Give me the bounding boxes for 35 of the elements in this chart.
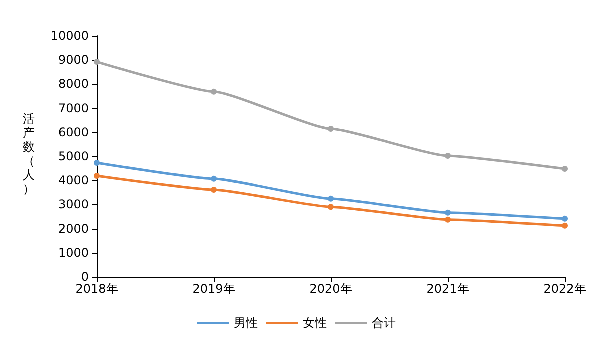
point	[445, 210, 451, 216]
y-tick-label: 9000	[58, 53, 89, 68]
point	[211, 176, 217, 182]
point	[328, 126, 334, 132]
x-tick-label: 2018年	[76, 282, 118, 296]
y-tick-label: 8000	[58, 77, 89, 92]
point	[445, 216, 451, 223]
x-tick-label: 2022年	[544, 282, 586, 296]
legend-label: 男性	[234, 316, 258, 330]
point	[562, 222, 568, 229]
y-tick-label: 5000	[58, 150, 89, 164]
x-tick-label: 2021年	[426, 282, 470, 296]
y-tick-label: 6000	[58, 125, 89, 140]
y-tick-label: 10000	[50, 29, 89, 43]
point	[94, 173, 100, 180]
point	[445, 153, 451, 160]
point	[211, 88, 217, 95]
point	[562, 216, 568, 222]
y-tick-label: 1000	[58, 246, 89, 260]
point	[94, 160, 100, 166]
y-tick-label: 7000	[58, 101, 89, 116]
y-tick-label: 2000	[58, 222, 89, 236]
y-tick-label: 0	[81, 270, 89, 284]
point	[94, 59, 100, 66]
point	[562, 166, 568, 172]
point	[328, 204, 334, 210]
x-tick-label: 2019年	[192, 282, 236, 296]
y-tick-label: 4000	[58, 174, 89, 188]
y-tick-label: 3000	[58, 198, 89, 212]
x-tick-label: 2020年	[310, 282, 352, 296]
point	[328, 196, 334, 202]
legend-label: 合计	[372, 316, 396, 330]
y-axis-title: 活产数（人）	[22, 112, 36, 196]
legend-label: 女性	[303, 316, 327, 330]
point	[211, 187, 217, 193]
